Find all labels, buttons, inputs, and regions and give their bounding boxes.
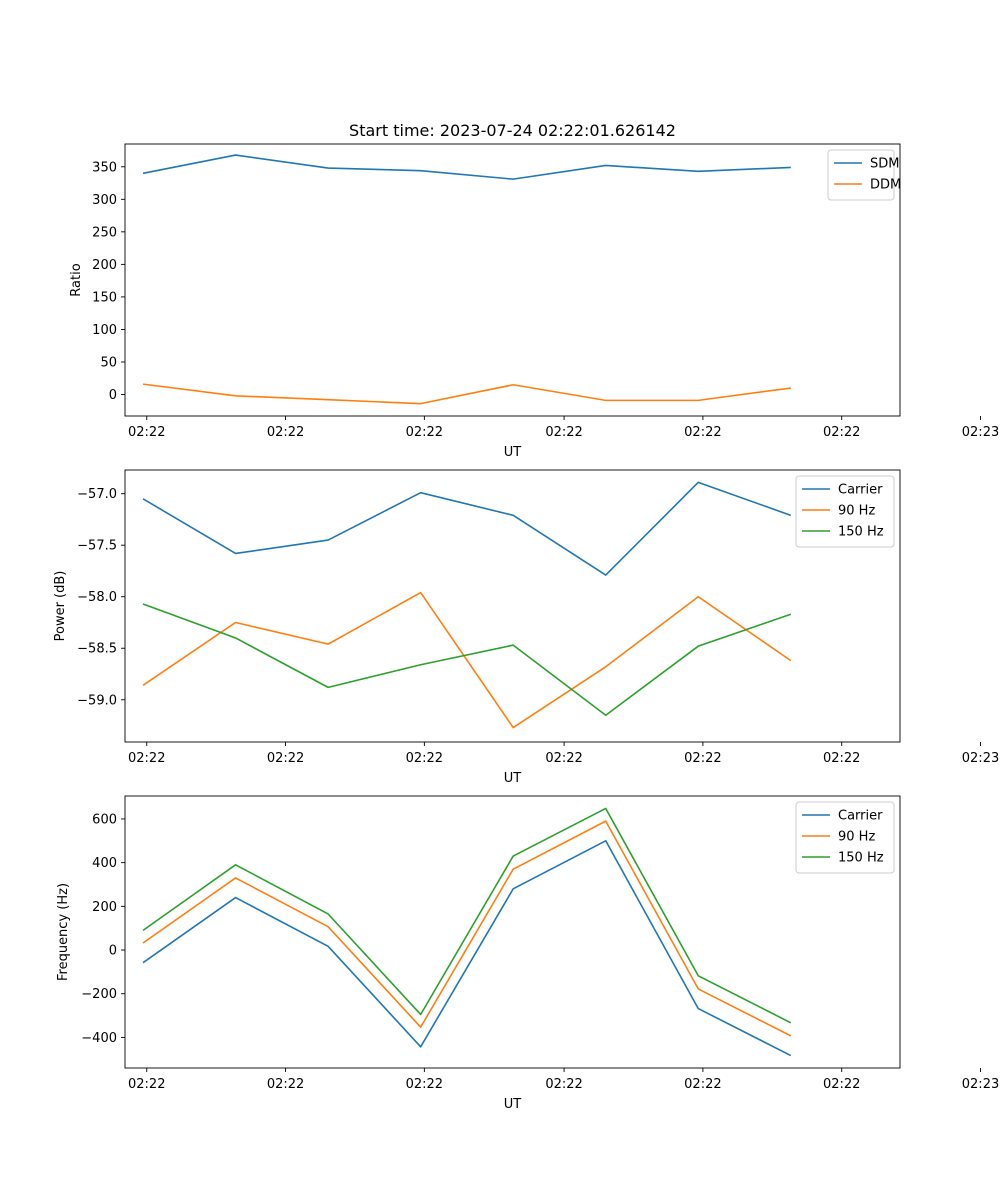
x-tick-label: 02:22: [128, 425, 165, 440]
x-tick-label: 02:22: [545, 751, 582, 766]
y-axis-label: Power (dB): [53, 571, 68, 642]
series-line-2: [142, 603, 792, 717]
y-tick-label: −58.0: [77, 590, 117, 605]
y-tick-label: 250: [92, 225, 117, 240]
x-tick-label: 02:22: [823, 751, 860, 766]
x-tick-label: 02:22: [406, 751, 443, 766]
x-tick-label: 02:22: [267, 425, 304, 440]
y-tick-label: 100: [92, 323, 117, 338]
legend: SDM DDM: [827, 149, 901, 201]
legend-box: [795, 801, 895, 874]
y-tick-label: 600: [92, 812, 117, 827]
y-tick-label: −59.0: [77, 693, 117, 708]
axes-frame: [124, 143, 901, 417]
y-axis-label: Frequency (Hz): [56, 883, 71, 981]
panel-power: UT Power (dB) 02:22 02:22 02:22 02:22 02:22 0…: [53, 469, 999, 786]
y-tick-label: 200: [92, 258, 117, 273]
y-tick-label: −57.5: [77, 539, 117, 554]
series-line-1: [142, 820, 792, 1037]
x-tick-label: 02:22: [684, 751, 721, 766]
chart-title: Start time: 2023-07-24 02:22:01.626142: [349, 121, 676, 140]
x-tick-label: 02:23: [962, 425, 999, 440]
legend-label: DDM: [870, 178, 901, 193]
panel-frequency: UT Frequency (Hz) 02:22 02:22 02:22 02:22 02…: [56, 795, 999, 1112]
x-tick-label: 02:23: [962, 751, 999, 766]
series-line-1: [142, 591, 792, 729]
legend-label: 90 Hz: [838, 830, 875, 845]
legend-label: Carrier: [838, 809, 883, 824]
y-tick-label: 150: [92, 290, 117, 305]
x-tick-label: 02:22: [823, 425, 860, 440]
axes-frame: [124, 469, 901, 743]
y-tick-label: −57.0: [77, 487, 117, 502]
x-tick-label: 02:22: [406, 1077, 443, 1092]
x-tick-label: 02:22: [684, 425, 721, 440]
y-axis-label: Ratio: [69, 263, 84, 296]
x-tick-label: 02:22: [545, 1077, 582, 1092]
x-axis-label: UT: [504, 771, 522, 786]
series-line-0: [142, 481, 792, 576]
legend-label: 90 Hz: [838, 504, 875, 519]
y-tick-label: 200: [92, 900, 117, 915]
x-tick-label: 02:22: [267, 751, 304, 766]
x-tick-label: 02:22: [684, 1077, 721, 1092]
legend: Carrier 90 Hz 150 Hz: [795, 475, 895, 548]
y-tick-label: −58.5: [77, 642, 117, 657]
axes-frame: [124, 795, 901, 1069]
y-tick-label: 300: [92, 193, 117, 208]
x-tick-label: 02:23: [962, 1077, 999, 1092]
x-tick-label: 02:22: [545, 425, 582, 440]
panel-ratio: Start time: 2023-07-24 02:22:01.626142 U…: [69, 121, 999, 460]
series-line-0: [142, 839, 792, 1057]
x-tick-label: 02:22: [823, 1077, 860, 1092]
y-tick-label: −400: [81, 1031, 117, 1046]
legend-label: Carrier: [838, 483, 883, 498]
y-tick-label: 400: [92, 856, 117, 871]
y-tick-label: 350: [92, 160, 117, 175]
series-line-1: [142, 383, 791, 405]
legend-box: [795, 475, 895, 548]
x-tick-label: 02:22: [128, 1077, 165, 1092]
y-tick-label: 0: [109, 388, 117, 403]
legend-label: 150 Hz: [838, 851, 884, 866]
x-axis-label: UT: [504, 445, 522, 460]
y-tick-label: −200: [81, 987, 117, 1002]
x-axis-label: UT: [504, 1097, 522, 1112]
x-tick-label: 02:22: [267, 1077, 304, 1092]
y-tick-label: 50: [100, 355, 117, 370]
y-tick-label: 0: [109, 944, 117, 959]
legend-label: 150 Hz: [838, 525, 884, 540]
series-line-2: [142, 807, 792, 1024]
legend-label: SDM: [870, 157, 899, 172]
legend: Carrier 90 Hz 150 Hz: [795, 801, 895, 874]
x-tick-label: 02:22: [406, 425, 443, 440]
x-tick-label: 02:22: [128, 751, 165, 766]
series-line-0: [142, 154, 791, 180]
